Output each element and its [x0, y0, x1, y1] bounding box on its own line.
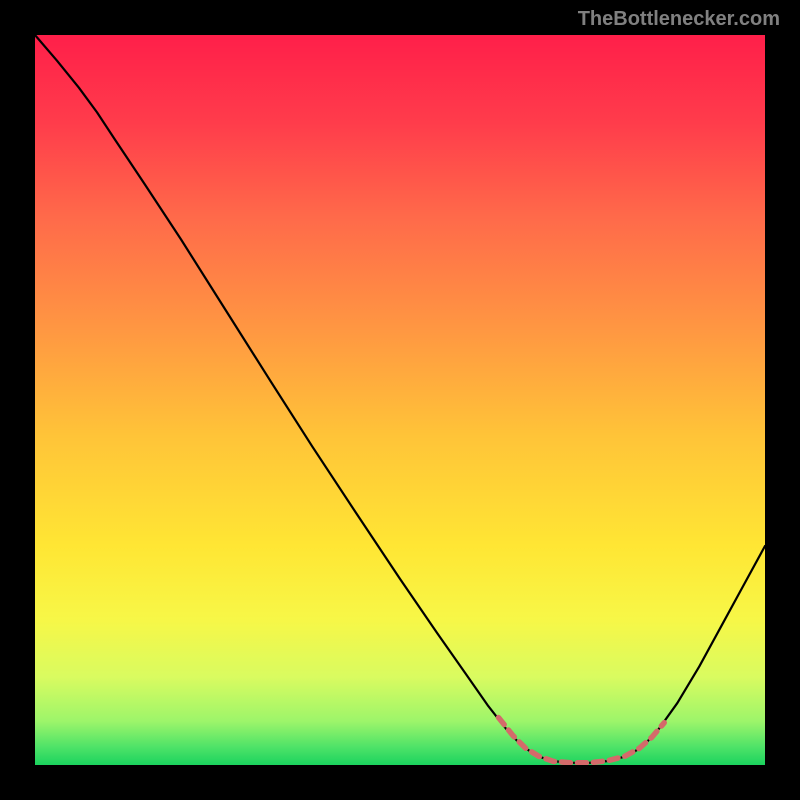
- bottleneck-chart: [35, 35, 765, 765]
- watermark-text: TheBottlenecker.com: [578, 8, 780, 31]
- gradient-background: [35, 35, 765, 765]
